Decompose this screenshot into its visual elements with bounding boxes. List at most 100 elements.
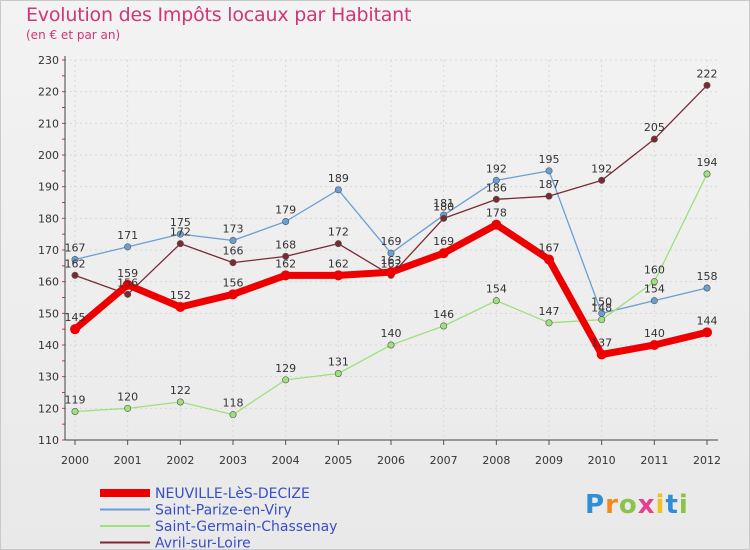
proxiti-logo: Proxiti — [585, 490, 689, 520]
data-label: 147 — [539, 305, 560, 318]
logo-letter: x — [637, 490, 656, 520]
x-tick-label: 2005 — [324, 454, 352, 467]
data-point — [491, 219, 502, 230]
data-label: 122 — [170, 384, 191, 397]
data-label: 154 — [486, 283, 507, 296]
logo-letter: i — [678, 490, 689, 520]
data-label: 167 — [539, 242, 560, 255]
data-point — [438, 248, 449, 259]
data-point — [387, 249, 395, 257]
data-label: 167 — [65, 242, 86, 255]
data-label: 172 — [170, 226, 191, 239]
data-label: 162 — [381, 257, 402, 270]
data-point — [229, 237, 237, 245]
data-label: 175 — [170, 216, 191, 229]
data-point — [282, 252, 290, 260]
axes: 110 120 130 140 150 160 170 180 190 200 210 220 230 2… — [38, 54, 721, 467]
chart-subtitle: (en € et par an) — [26, 28, 121, 42]
data-label: 152 — [170, 289, 191, 302]
data-point — [175, 302, 186, 312]
data-label: 150 — [591, 295, 612, 308]
y-tick-label: 180 — [38, 212, 59, 225]
y-tick-label: 120 — [38, 402, 59, 415]
data-label: 162 — [65, 257, 86, 270]
data-label: 160 — [644, 264, 665, 277]
data-point — [334, 369, 342, 377]
data-point — [334, 186, 342, 194]
data-label: 222 — [697, 67, 718, 80]
x-tick-label: 2011 — [640, 454, 668, 467]
data-label: 180 — [433, 200, 454, 213]
data-label: 137 — [591, 337, 612, 350]
x-tick-label: 2009 — [535, 454, 563, 467]
data-point — [703, 81, 711, 89]
data-point — [703, 284, 711, 292]
data-point — [176, 398, 184, 406]
data-point — [492, 297, 500, 305]
data-point — [598, 176, 606, 184]
data-label: 192 — [486, 162, 507, 175]
y-tick-label: 110 — [38, 434, 59, 447]
data-point — [124, 290, 132, 298]
x-tick-label: 2007 — [430, 454, 458, 467]
data-point — [71, 255, 79, 263]
y-tick-label: 230 — [38, 54, 59, 67]
data-point — [649, 340, 660, 350]
data-point — [702, 327, 712, 338]
legend-label: Avril-sur-Loire — [155, 536, 251, 550]
logo-letter: r — [605, 490, 619, 520]
data-point — [71, 407, 79, 415]
data-label: 195 — [539, 153, 560, 166]
data-point — [228, 289, 238, 300]
y-tick-label: 140 — [38, 339, 59, 352]
data-label: 162 — [328, 257, 349, 270]
data-point — [545, 319, 553, 327]
data-label: 166 — [223, 245, 244, 258]
x-tick-label: 2008 — [482, 454, 510, 467]
data-point — [544, 254, 554, 265]
data-point — [545, 167, 553, 175]
data-label: 189 — [328, 172, 349, 185]
data-point — [176, 240, 184, 248]
data-label: 169 — [433, 235, 454, 248]
data-label: 181 — [433, 197, 454, 210]
data-label: 144 — [697, 314, 718, 327]
logo-letter: P — [585, 490, 606, 520]
data-label: 140 — [381, 327, 402, 340]
data-point — [122, 279, 133, 290]
y-tick-label: 190 — [38, 181, 59, 194]
logo-letter: t — [665, 490, 679, 520]
data-label: 173 — [223, 223, 244, 236]
data-point — [387, 341, 395, 349]
data-point — [440, 214, 448, 222]
data-point — [124, 404, 132, 412]
data-label: 169 — [381, 235, 402, 248]
data-point — [124, 243, 132, 251]
legend-label: NEUVILLE-LèS-DECIZE — [155, 486, 310, 502]
x-tick-label: 2003 — [219, 454, 247, 467]
series-group — [70, 81, 712, 419]
data-point — [229, 259, 237, 267]
data-label: 146 — [433, 308, 454, 321]
x-tick-label: 2002 — [166, 454, 194, 467]
x-tick-label: 2001 — [114, 454, 142, 467]
data-label: 168 — [275, 238, 296, 251]
data-point — [650, 278, 658, 286]
data-point — [440, 322, 448, 330]
data-point — [334, 240, 342, 248]
data-label: 194 — [697, 156, 718, 169]
data-point — [333, 270, 344, 281]
data-label: 119 — [65, 394, 86, 407]
x-tick-label: 2010 — [588, 454, 616, 467]
data-labels: 167 171 175 173 179 189 169 181 192 195 150 154 158 1… — [65, 67, 718, 409]
data-label: 118 — [223, 397, 244, 410]
legend-label: Saint-Parize-en-Viry — [155, 503, 292, 519]
data-label: 120 — [117, 390, 138, 403]
y-tick-label: 130 — [38, 371, 59, 384]
data-label: 145 — [65, 311, 86, 324]
logo-letter: o — [618, 490, 638, 520]
data-point — [650, 297, 658, 305]
x-tick-label: 2004 — [272, 454, 300, 467]
data-point — [282, 218, 290, 226]
